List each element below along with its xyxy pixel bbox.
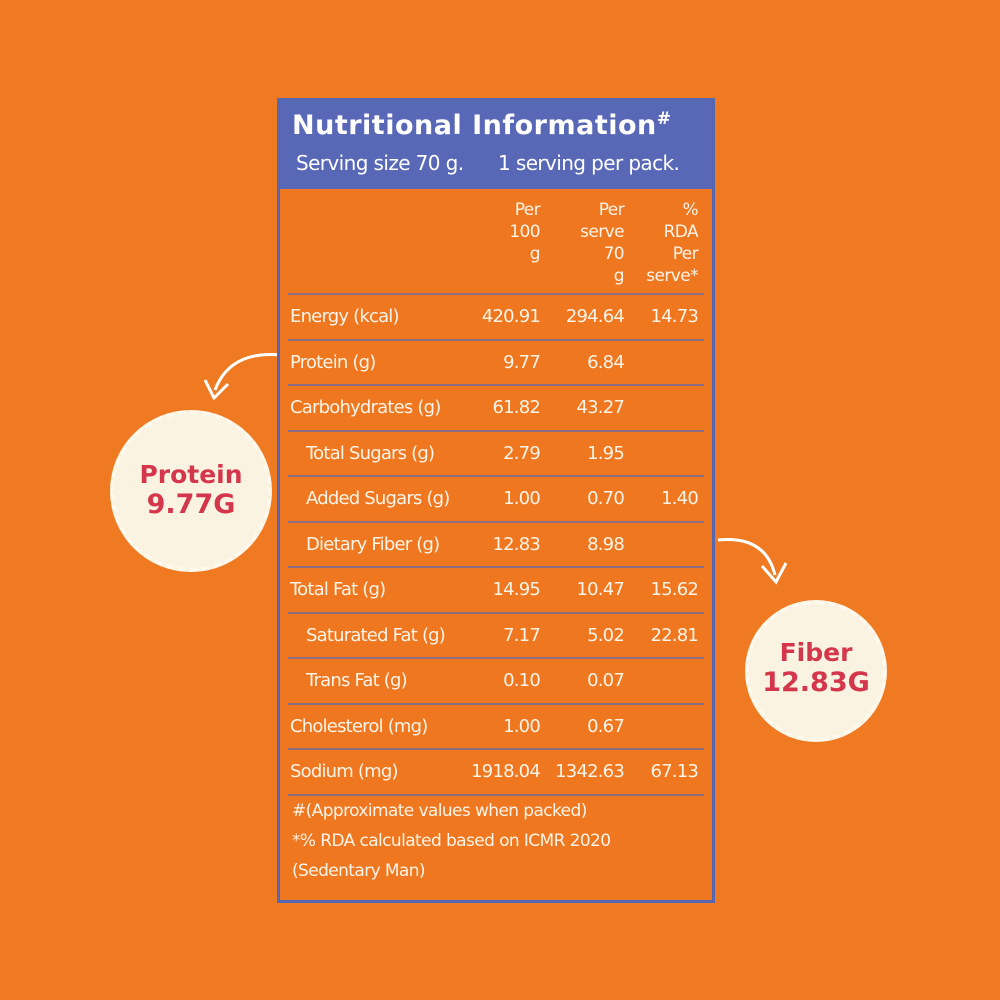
badge-title: Protein <box>139 460 243 489</box>
cell-value: 420.91 <box>481 306 541 327</box>
cell-value: 0.07 <box>587 670 625 691</box>
row-rule <box>288 793 704 796</box>
cell-value: 15.62 <box>650 579 698 600</box>
arrow <box>717 537 777 576</box>
footnote: (Sedentary Man) <box>292 861 426 881</box>
cell-value: 2.79 <box>503 442 541 464</box>
row-label: Sodium (mg) <box>290 761 399 782</box>
title-mark: # <box>656 109 672 129</box>
row-rule <box>288 611 704 614</box>
row-label: Added Sugars (g) <box>306 488 450 509</box>
cell-value: 1.00 <box>503 488 541 509</box>
badge-title: Fiber <box>779 638 853 667</box>
title: Nutritional Information# <box>292 109 672 141</box>
cell-value: 8.98 <box>587 533 625 555</box>
row-rule <box>288 475 704 477</box>
arrow-head <box>203 379 230 401</box>
cell-value: 1.95 <box>587 442 625 464</box>
cell-value: 14.73 <box>650 306 698 327</box>
row-rule <box>288 384 704 386</box>
row-label: Saturated Fat (g) <box>306 624 446 646</box>
row-rule <box>288 520 704 523</box>
footnote: *% RDA calculated based on ICMR 2020 <box>292 831 611 851</box>
badge-value: 9.77G <box>146 489 236 520</box>
cell-value: 61.82 <box>492 397 540 418</box>
row-rule <box>288 293 704 295</box>
row-rule <box>288 566 704 568</box>
cell-value: 22.81 <box>650 624 698 646</box>
row-label: Carbohydrates (g) <box>290 397 441 418</box>
column-header: Per serve 70 g <box>580 200 624 286</box>
cell-value: 67.13 <box>650 761 698 782</box>
title-text: Nutritional Information <box>292 110 657 141</box>
row-rule <box>288 702 704 705</box>
cell-value: 14.95 <box>492 579 540 600</box>
row-label: Total Sugars (g) <box>306 442 435 464</box>
cell-value: 9.77 <box>503 351 541 373</box>
servings: 1 serving per pack. <box>498 151 680 175</box>
row-label: Protein (g) <box>290 351 376 373</box>
column-header: % RDA Per serve* <box>646 200 698 286</box>
arrow-head <box>760 562 788 585</box>
cell-value: 5.02 <box>587 624 625 646</box>
nutrition-panel: Nutritional Information# Serving size 70… <box>277 98 715 903</box>
row-rule <box>288 748 704 750</box>
cell-value: 6.84 <box>587 351 625 373</box>
protein-badge: Protein 9.77G <box>110 410 272 572</box>
row-label: Dietary Fiber (g) <box>306 533 440 555</box>
row-label: Energy (kcal) <box>290 306 400 327</box>
row-label: Cholesterol (mg) <box>290 715 428 737</box>
panel-header: Nutritional Information# Serving size 70… <box>280 101 712 189</box>
cell-value: 10.47 <box>576 579 624 600</box>
row-label: Total Fat (g) <box>290 579 386 600</box>
row-label: Trans Fat (g) <box>306 670 408 691</box>
serving-size: Serving size 70 g. <box>296 151 464 175</box>
row-rule <box>288 338 704 341</box>
cell-value: 1.40 <box>661 488 699 509</box>
cell-value: 0.70 <box>587 488 625 509</box>
cell-value: 1918.04 <box>471 761 541 782</box>
cell-value: 43.27 <box>576 397 624 418</box>
cell-value: 0.67 <box>587 715 625 737</box>
row-rule <box>288 429 704 432</box>
badge-value: 12.83G <box>762 667 870 698</box>
cell-value: 7.17 <box>503 624 541 646</box>
footnote: #(Approximate values when packed) <box>292 801 587 821</box>
cell-value: 1.00 <box>503 715 541 737</box>
row-rule <box>288 657 704 659</box>
cell-value: 1342.63 <box>555 761 625 782</box>
fiber-badge: Fiber 12.83G <box>745 600 887 742</box>
cell-value: 12.83 <box>492 533 540 555</box>
column-header: Per 100 g <box>509 200 540 264</box>
cell-value: 0.10 <box>503 670 541 691</box>
cell-value: 294.64 <box>565 306 625 327</box>
arrow <box>213 352 283 391</box>
